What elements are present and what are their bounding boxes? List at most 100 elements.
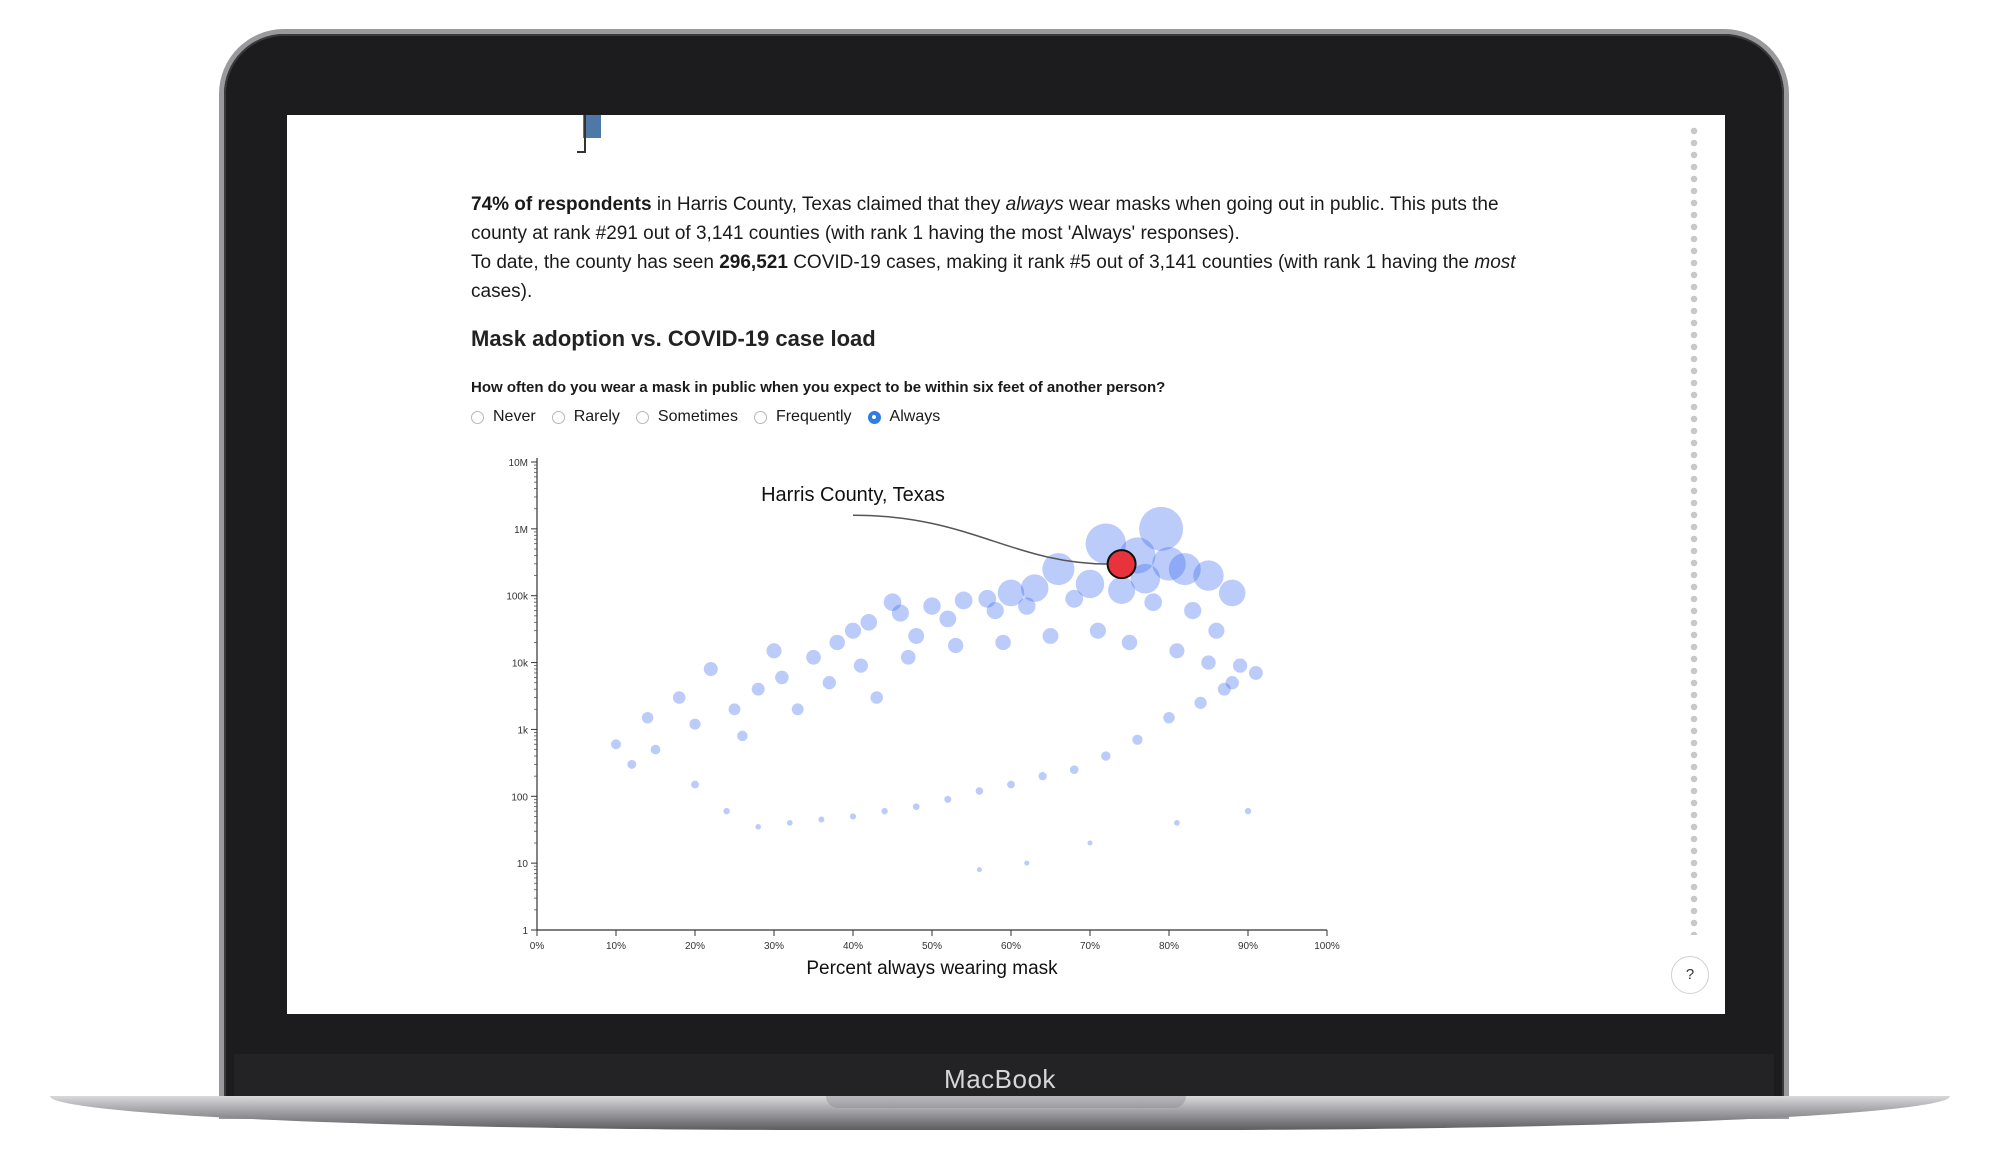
section-title: Mask adoption vs. COVID-19 case load [471, 326, 876, 351]
scatter-chart: 1 10 100 1k 10k 100k 1M 10M 0% 10% 20% 30% 40% 50% 60%… [506, 458, 1340, 979]
data-point [786, 820, 793, 826]
frequency-radio-group: Never Rarely Sometimes Frequently Always [471, 408, 1551, 426]
respondents-share: 74% of respondents [471, 194, 652, 215]
data-point [908, 628, 925, 644]
y-tick-label: 10 [517, 859, 529, 870]
scroll-progress-rail[interactable] [1689, 125, 1699, 935]
data-point [737, 730, 748, 742]
highlight-point [1106, 549, 1137, 580]
radio-button[interactable] [551, 410, 565, 424]
data-point [1007, 780, 1015, 789]
data-point [1069, 765, 1079, 774]
mask-summary: 74% of respondents in Harris County, Tex… [471, 190, 1551, 248]
case-text-2: COVID-19 cases, making it rank #5 out of… [787, 252, 1475, 273]
data-point [1169, 643, 1185, 659]
data-point [829, 634, 845, 651]
radio-never[interactable]: Never [471, 408, 536, 426]
x-tick-label: 10% [606, 941, 626, 952]
y-tick-label: 10M [509, 458, 528, 469]
radio-sometimes[interactable]: Sometimes [635, 408, 738, 426]
radio-button[interactable] [753, 410, 767, 424]
data-point [975, 787, 984, 795]
y-tick-label: 1M [514, 525, 528, 536]
y-tick-label: 1 [522, 926, 528, 937]
x-tick-label: 50% [922, 941, 942, 952]
data-point [610, 739, 622, 750]
data-point [1201, 655, 1216, 670]
data-point [689, 718, 701, 730]
data-point [891, 604, 909, 622]
survey-question: How often do you wear a mask in public w… [471, 379, 1166, 396]
data-point [650, 744, 661, 755]
radio-frequently[interactable]: Frequently [753, 408, 852, 426]
data-point [912, 803, 920, 810]
data-point [728, 703, 741, 716]
data-point [870, 691, 883, 704]
data-point [860, 614, 878, 631]
data-point [1042, 553, 1075, 586]
y-tick-label: 100k [506, 592, 529, 603]
data-point [976, 867, 982, 873]
case-count: 296,521 [719, 252, 788, 273]
data-point [641, 711, 654, 724]
radio-label: Never [493, 408, 536, 425]
radio-always[interactable]: Always [867, 408, 941, 426]
y-tick-label: 10k [512, 659, 529, 670]
data-point [954, 591, 973, 610]
data-point [1042, 628, 1059, 644]
previous-chart-bar [583, 115, 601, 138]
summary-emphasis-1: always [1005, 194, 1064, 215]
radio-label: Always [889, 408, 941, 425]
data-point [844, 622, 862, 639]
data-point [751, 682, 765, 696]
data-point [883, 593, 902, 612]
data-point [791, 703, 804, 716]
radio-label: Frequently [775, 408, 852, 425]
data-point [1139, 506, 1184, 551]
y-tick-label: 1k [517, 725, 529, 736]
screen: 74% of respondents in Harris County, Tex… [287, 115, 1725, 1014]
x-tick-label: 90% [1238, 941, 1258, 952]
data-point [995, 634, 1011, 651]
radio-button[interactable] [471, 410, 484, 424]
data-point [1193, 560, 1224, 591]
data-point [1218, 579, 1246, 607]
highlight-label: Harris County, Texas [761, 484, 945, 506]
data-point [1024, 860, 1030, 866]
data-point [1168, 553, 1201, 586]
data-point [755, 823, 761, 830]
data-point [672, 691, 686, 704]
data-point [1038, 772, 1047, 781]
summary-text-1: in Harris County, Texas claimed that the… [651, 194, 1006, 215]
x-tick-label: 100% [1314, 941, 1340, 952]
radio-button[interactable] [635, 410, 649, 424]
case-summary: To date, the county has seen 296,521 COV… [471, 248, 1551, 306]
data-point [923, 597, 941, 615]
data-point [849, 813, 857, 820]
x-tick-label: 40% [843, 941, 863, 952]
data-point [944, 795, 952, 803]
data-point [703, 662, 718, 677]
data-point [1101, 751, 1111, 761]
radio-rarely[interactable]: Rarely [551, 408, 620, 426]
data-point [997, 579, 1025, 607]
data-point [939, 610, 957, 628]
x-tick-label: 80% [1159, 941, 1179, 952]
data-point [978, 589, 997, 608]
x-tick-label: 60% [1001, 941, 1021, 952]
radio-button[interactable] [867, 410, 881, 424]
data-point [806, 649, 821, 665]
data-point [1065, 589, 1084, 608]
data-point [1194, 696, 1207, 709]
data-point [1217, 682, 1231, 696]
data-point [1248, 666, 1263, 680]
data-point [1144, 593, 1163, 612]
data-point [818, 816, 825, 823]
radio-label: Sometimes [657, 408, 738, 425]
help-button[interactable]: ? [1671, 956, 1709, 994]
data-point [1018, 597, 1036, 615]
data-point [881, 807, 888, 815]
data-point [1108, 576, 1136, 604]
laptop-notch [826, 1096, 1186, 1108]
data-point [723, 807, 730, 815]
